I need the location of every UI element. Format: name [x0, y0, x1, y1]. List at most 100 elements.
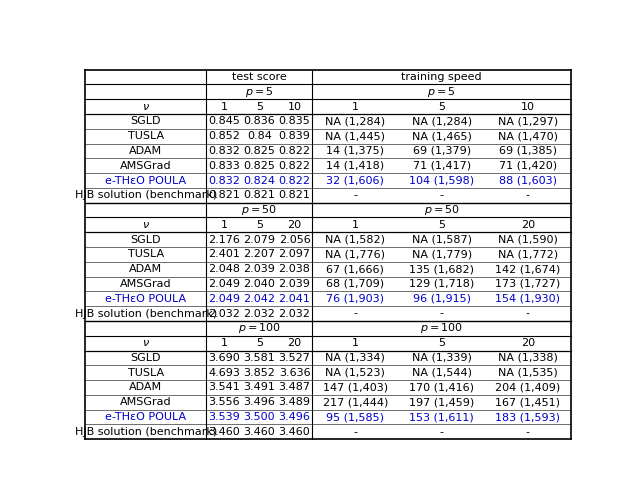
- Text: AMSGrad: AMSGrad: [120, 398, 172, 407]
- Text: 95 (1,585): 95 (1,585): [326, 412, 384, 422]
- Text: 20: 20: [521, 338, 535, 348]
- Text: 20: 20: [287, 338, 301, 348]
- Text: 14 (1,418): 14 (1,418): [326, 160, 385, 170]
- Text: $\nu$: $\nu$: [141, 220, 150, 230]
- Text: 2.049: 2.049: [208, 279, 240, 289]
- Text: 76 (1,903): 76 (1,903): [326, 294, 384, 304]
- Text: NA (1,284): NA (1,284): [412, 116, 472, 126]
- Text: 0.822: 0.822: [278, 160, 310, 170]
- Text: test score: test score: [232, 72, 287, 82]
- Text: -: -: [353, 427, 357, 437]
- Text: 2.032: 2.032: [243, 308, 275, 318]
- Text: 1: 1: [352, 338, 359, 348]
- Text: 0.822: 0.822: [278, 176, 310, 186]
- Text: 3.500: 3.500: [243, 412, 275, 422]
- Text: 20: 20: [521, 220, 535, 230]
- Text: 173 (1,727): 173 (1,727): [495, 279, 561, 289]
- Text: 5: 5: [438, 220, 445, 230]
- Text: -: -: [440, 190, 444, 200]
- Text: 0.825: 0.825: [243, 160, 275, 170]
- Text: NA (1,523): NA (1,523): [325, 368, 385, 378]
- Text: -: -: [526, 308, 530, 318]
- Text: 3.581: 3.581: [243, 353, 275, 363]
- Text: SGLD: SGLD: [131, 116, 161, 126]
- Text: 0.839: 0.839: [278, 131, 310, 141]
- Text: NA (1,544): NA (1,544): [412, 368, 472, 378]
- Text: 1: 1: [221, 102, 228, 112]
- Text: 183 (1,593): 183 (1,593): [495, 412, 561, 422]
- Text: 3.852: 3.852: [243, 368, 275, 378]
- Text: 0.822: 0.822: [278, 146, 310, 156]
- Text: 104 (1,598): 104 (1,598): [409, 176, 474, 186]
- Text: 10: 10: [521, 102, 535, 112]
- Text: 3.496: 3.496: [278, 412, 310, 422]
- Text: $\nu$: $\nu$: [141, 338, 150, 348]
- Text: 2.097: 2.097: [278, 250, 310, 260]
- Text: 167 (1,451): 167 (1,451): [495, 398, 561, 407]
- Text: 0.825: 0.825: [243, 146, 275, 156]
- Text: 3.541: 3.541: [208, 382, 240, 392]
- Text: 153 (1,611): 153 (1,611): [409, 412, 474, 422]
- Text: e-THεO POULA: e-THεO POULA: [105, 412, 186, 422]
- Text: 1: 1: [352, 220, 359, 230]
- Text: 204 (1,409): 204 (1,409): [495, 382, 561, 392]
- Text: NA (1,582): NA (1,582): [325, 234, 385, 244]
- Text: 69 (1,379): 69 (1,379): [413, 146, 470, 156]
- Text: 3.491: 3.491: [243, 382, 275, 392]
- Text: -: -: [440, 308, 444, 318]
- Text: 14 (1,375): 14 (1,375): [326, 146, 384, 156]
- Text: e-THεO POULA: e-THεO POULA: [105, 294, 186, 304]
- Text: 217 (1,444): 217 (1,444): [323, 398, 388, 407]
- Text: 0.832: 0.832: [208, 176, 240, 186]
- Text: NA (1,470): NA (1,470): [498, 131, 558, 141]
- Text: NA (1,334): NA (1,334): [325, 353, 385, 363]
- Text: $p = 100$: $p = 100$: [420, 322, 463, 336]
- Text: 2.040: 2.040: [243, 279, 275, 289]
- Text: 0.824: 0.824: [243, 176, 275, 186]
- Text: -: -: [526, 427, 530, 437]
- Text: ADAM: ADAM: [129, 146, 163, 156]
- Text: ADAM: ADAM: [129, 382, 163, 392]
- Text: 68 (1,709): 68 (1,709): [326, 279, 385, 289]
- Text: 3.460: 3.460: [278, 427, 310, 437]
- Text: HJB solution (benchmark): HJB solution (benchmark): [75, 190, 217, 200]
- Text: $\nu$: $\nu$: [141, 102, 150, 112]
- Text: NA (1,590): NA (1,590): [498, 234, 558, 244]
- Text: NA (1,297): NA (1,297): [498, 116, 558, 126]
- Text: 1: 1: [221, 338, 228, 348]
- Text: 5: 5: [256, 338, 263, 348]
- Text: 0.845: 0.845: [208, 116, 240, 126]
- Text: 2.401: 2.401: [208, 250, 240, 260]
- Text: AMSGrad: AMSGrad: [120, 279, 172, 289]
- Text: SGLD: SGLD: [131, 234, 161, 244]
- Text: NA (1,779): NA (1,779): [412, 250, 472, 260]
- Text: AMSGrad: AMSGrad: [120, 160, 172, 170]
- Text: HJB solution (benchmark): HJB solution (benchmark): [75, 427, 217, 437]
- Text: $p = 50$: $p = 50$: [424, 203, 460, 217]
- Text: 3.489: 3.489: [278, 398, 310, 407]
- Text: 2.056: 2.056: [278, 234, 310, 244]
- Text: -: -: [353, 308, 357, 318]
- Text: 5: 5: [438, 338, 445, 348]
- Text: 71 (1,417): 71 (1,417): [413, 160, 470, 170]
- Text: HJB solution (benchmark): HJB solution (benchmark): [75, 308, 217, 318]
- Text: 2.042: 2.042: [243, 294, 275, 304]
- Text: 2.032: 2.032: [278, 308, 310, 318]
- Text: 3.496: 3.496: [243, 398, 275, 407]
- Text: 2.039: 2.039: [243, 264, 275, 274]
- Text: NA (1,535): NA (1,535): [498, 368, 558, 378]
- Text: NA (1,284): NA (1,284): [325, 116, 385, 126]
- Text: NA (1,338): NA (1,338): [498, 353, 558, 363]
- Text: 2.049: 2.049: [208, 294, 240, 304]
- Text: 142 (1,674): 142 (1,674): [495, 264, 561, 274]
- Text: 154 (1,930): 154 (1,930): [495, 294, 561, 304]
- Text: 69 (1,385): 69 (1,385): [499, 146, 557, 156]
- Text: 10: 10: [287, 102, 301, 112]
- Text: SGLD: SGLD: [131, 353, 161, 363]
- Text: 67 (1,666): 67 (1,666): [326, 264, 384, 274]
- Text: ADAM: ADAM: [129, 264, 163, 274]
- Text: NA (1,776): NA (1,776): [325, 250, 385, 260]
- Text: 2.176: 2.176: [208, 234, 240, 244]
- Text: 3.460: 3.460: [243, 427, 275, 437]
- Text: $p = 5$: $p = 5$: [428, 85, 456, 99]
